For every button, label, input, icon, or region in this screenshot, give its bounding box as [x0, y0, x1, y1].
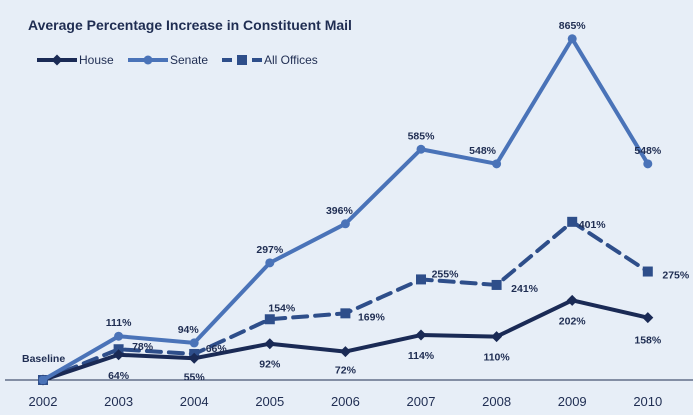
house-data-label: 55%	[184, 371, 206, 383]
data-labels: 64% 55% 92% 72% 114% 110% 202% 158% 111% 94% 297% 3…	[106, 20, 690, 383]
senate-point	[265, 258, 275, 268]
house-data-label: 202%	[559, 315, 587, 327]
house-data-label: 114%	[408, 350, 435, 362]
senate-data-label: 297%	[256, 244, 284, 256]
x-tick-label: 2007	[407, 394, 436, 409]
x-tick-label: 2005	[255, 394, 284, 409]
house-data-label: 64%	[108, 370, 130, 382]
senate-point	[114, 331, 124, 341]
senate-point	[492, 159, 502, 169]
x-tick-label: 2009	[558, 394, 587, 409]
all-offices-point	[567, 216, 578, 227]
baseline-label: Baseline	[22, 353, 65, 365]
legend-label: Senate	[170, 53, 208, 67]
senate-point	[416, 144, 426, 154]
all-offices-data-label: 78%	[132, 341, 154, 353]
senate-point	[189, 338, 199, 348]
house-series	[37, 294, 654, 386]
house-data-label: 158%	[634, 335, 662, 347]
senate-series	[38, 34, 653, 385]
legend-marker	[51, 54, 63, 66]
house-data-label: 110%	[483, 352, 510, 364]
legend-marker	[143, 55, 153, 65]
house-point	[415, 329, 427, 341]
x-axis-ticks: 2002 2003 2004 2005 2006 2007 2008 2009 2010	[29, 394, 663, 409]
senate-data-label: 94%	[178, 324, 200, 336]
all-offices-point	[113, 344, 124, 355]
x-tick-label: 2003	[104, 394, 133, 409]
x-tick-label: 2004	[180, 394, 209, 409]
senate-point	[567, 34, 577, 44]
all-offices-point	[491, 279, 502, 290]
all-offices-point	[642, 266, 653, 277]
all-offices-data-label: 66%	[206, 343, 228, 355]
all-offices-point	[416, 274, 426, 285]
legend-item-all-offices: All Offices	[222, 53, 318, 67]
x-tick-label: 2002	[29, 394, 58, 409]
legend-item-house: House	[37, 53, 114, 67]
chart-title: Average Percentage Increase in Constitue…	[28, 17, 352, 33]
house-point	[188, 352, 200, 364]
all-offices-data-label: 255%	[432, 268, 460, 280]
senate-data-label: 865%	[559, 20, 587, 32]
legend: House Senate All Offices	[37, 53, 318, 67]
house-point	[264, 338, 276, 350]
all-offices-data-label: 275%	[662, 270, 690, 282]
house-data-label: 72%	[335, 365, 357, 377]
senate-data-label: 111%	[106, 317, 132, 329]
series-layer	[37, 34, 654, 386]
house-point	[566, 294, 578, 306]
senate-point	[38, 375, 48, 385]
senate-data-label: 585%	[408, 130, 436, 142]
house-point	[642, 312, 654, 324]
house-point	[491, 331, 503, 343]
senate-point	[340, 219, 350, 229]
legend-label: House	[79, 53, 114, 67]
house-point	[113, 349, 125, 361]
all-offices-point	[340, 308, 351, 319]
all-offices-point	[264, 314, 275, 325]
senate-point	[643, 159, 653, 169]
all-offices-data-label: 169%	[358, 311, 386, 323]
x-tick-label: 2008	[482, 394, 511, 409]
legend-item-senate: Senate	[128, 53, 208, 67]
all-offices-series	[38, 216, 653, 385]
all-offices-data-label: 154%	[268, 302, 296, 314]
legend-marker	[237, 55, 247, 65]
senate-data-label: 396%	[326, 205, 354, 217]
senate-data-label: 548%	[469, 145, 497, 157]
all-offices-data-label: 241%	[511, 283, 539, 295]
house-point	[339, 346, 351, 358]
senate-data-label: 548%	[634, 145, 662, 157]
x-tick-label: 2006	[331, 394, 360, 409]
all-offices-data-label: 401%	[579, 219, 607, 231]
house-data-label: 92%	[259, 359, 281, 371]
legend-label: All Offices	[264, 53, 318, 67]
x-tick-label: 2010	[633, 394, 662, 409]
